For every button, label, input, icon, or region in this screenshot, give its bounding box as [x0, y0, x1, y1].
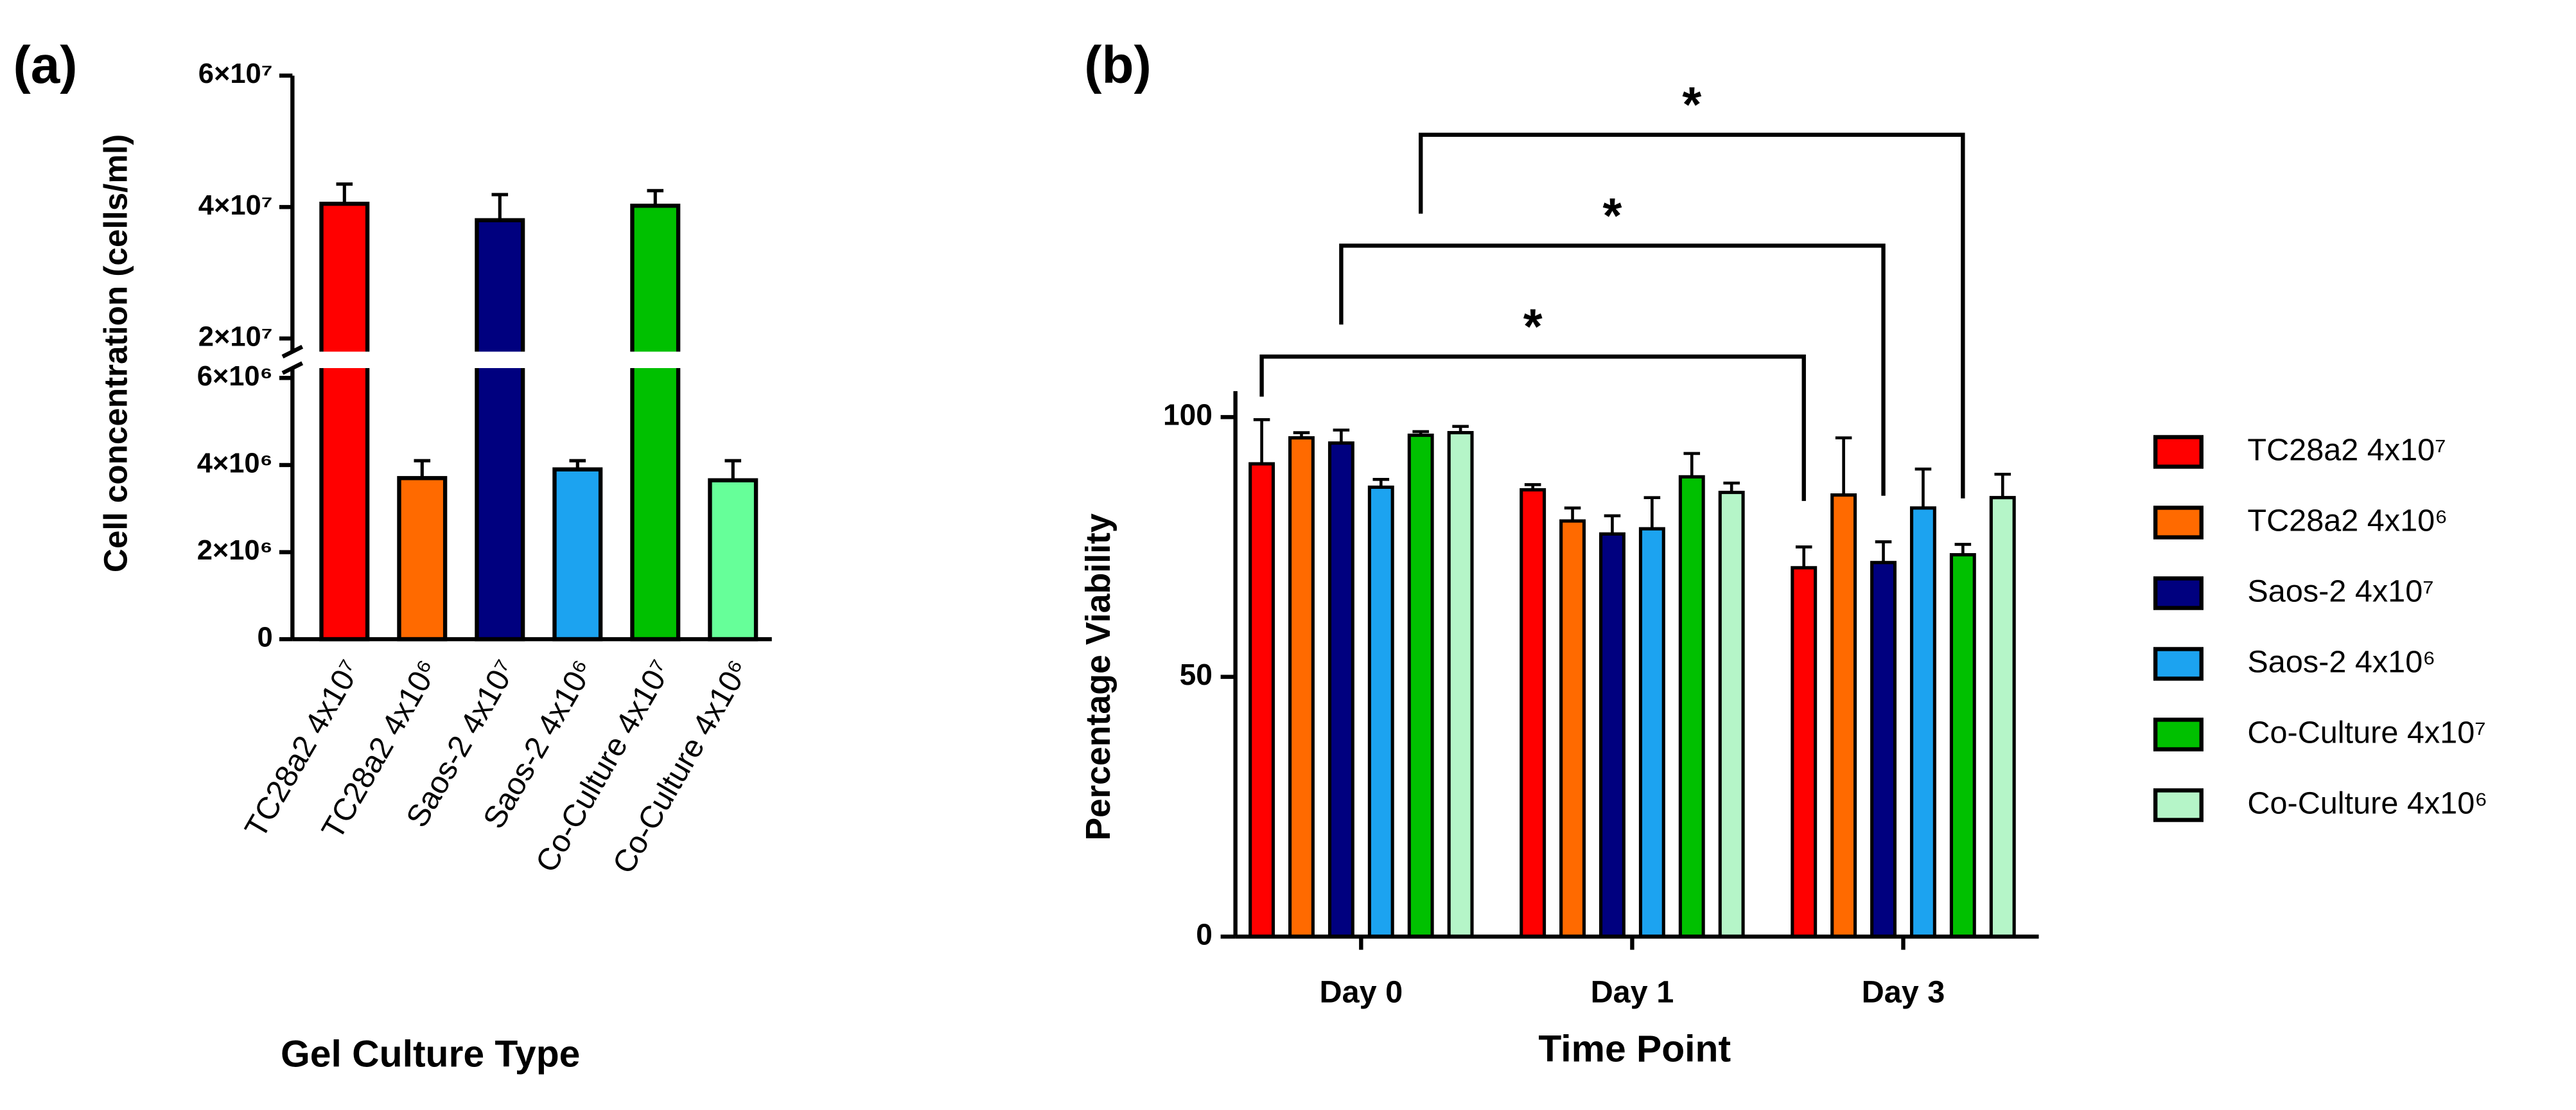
legend-swatch [2153, 788, 2204, 822]
bar [552, 467, 603, 642]
y-tick-label: 6×10⁷ [198, 58, 273, 89]
bar [1288, 436, 1315, 938]
x-axis-title: Time Point [1538, 1028, 1731, 1070]
significance-label: * [1523, 299, 1543, 354]
bar [1638, 527, 1665, 938]
y-tick-label: 50 [1180, 658, 1213, 691]
legend-label: Co-Culture 4x10⁶ [2247, 786, 2487, 820]
x-tick-label: Day 3 [1862, 974, 1945, 1009]
y-tick-label: 4×10⁶ [197, 448, 273, 479]
bar [1520, 488, 1546, 938]
axis-break-gap [276, 351, 769, 369]
bar [1327, 441, 1354, 938]
legend-swatch [2153, 718, 2204, 752]
break-mark [281, 361, 304, 375]
legend-label: TC28a2 4x10⁷ [2247, 432, 2446, 467]
bar [1949, 553, 1976, 938]
significance-label: * [1603, 189, 1622, 243]
legend-label: Saos-2 4x10⁶ [2247, 644, 2435, 679]
x-tick-label: Day 0 [1319, 974, 1403, 1009]
legend-swatch [2153, 647, 2204, 681]
break-mark [281, 344, 304, 358]
bar [1791, 566, 1818, 938]
legend-swatch [2153, 435, 2204, 469]
significance-bracket [1259, 354, 1806, 501]
y-tick-label: 0 [1196, 917, 1213, 951]
bar [1678, 475, 1705, 938]
bar [708, 478, 758, 642]
bar [1407, 434, 1434, 938]
panel-label: (a) [13, 36, 77, 94]
x-axis-title: Gel Culture Type [281, 1033, 580, 1075]
legend-label: Co-Culture 4x10⁷ [2247, 715, 2485, 750]
y-tick-label: 100 [1163, 398, 1213, 431]
bar [475, 218, 525, 642]
y-tick-label: 0 [257, 622, 272, 653]
bar [1599, 532, 1625, 938]
bar [1989, 496, 2016, 938]
bar [630, 204, 681, 642]
bar [1909, 506, 1936, 938]
significance-bracket [1418, 132, 1965, 498]
legend-swatch [2153, 506, 2204, 540]
bar [1249, 462, 1275, 938]
y-tick-label: 4×10⁷ [198, 190, 273, 221]
bar [1830, 493, 1857, 938]
significance-label: * [1682, 78, 1701, 132]
y-tick-label: 2×10⁷ [198, 321, 273, 352]
bar [1718, 490, 1745, 938]
y-axis-title: Cell concentration (cells/ml) [98, 134, 134, 572]
bar [1367, 485, 1394, 938]
panel-label: (b) [1084, 36, 1152, 94]
legend-swatch [2153, 576, 2204, 610]
bar [397, 476, 448, 642]
legend-label: TC28a2 4x10⁶ [2247, 503, 2448, 538]
bar [1559, 519, 1586, 938]
y-tick-label: 6×10⁶ [197, 361, 273, 392]
bar [1447, 430, 1474, 938]
bar [319, 202, 370, 642]
y-tick-label: 2×10⁶ [197, 535, 273, 566]
significance-bracket [1339, 243, 1886, 496]
legend-label: Saos-2 4x10⁷ [2247, 574, 2433, 608]
bar [1870, 561, 1897, 938]
y-axis-title: Percentage Viability [1079, 513, 1117, 841]
x-tick-label: Day 1 [1591, 974, 1674, 1009]
